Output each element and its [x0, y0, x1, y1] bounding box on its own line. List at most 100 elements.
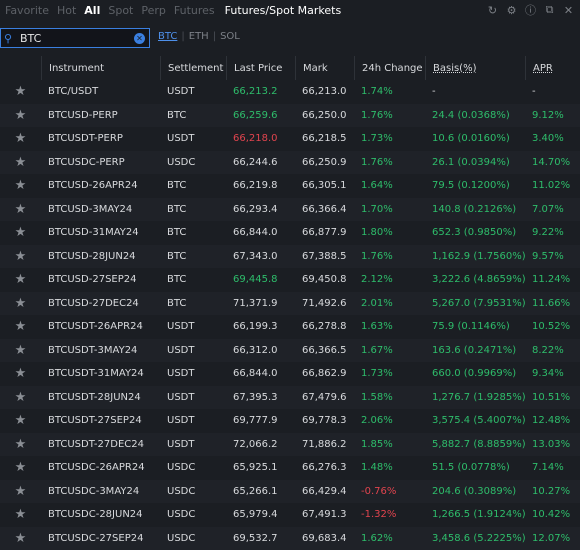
column-header-mark[interactable]: Mark [295, 56, 354, 80]
favorite-star-icon[interactable]: ★ [0, 292, 41, 316]
settlement-cell: BTC [160, 292, 226, 316]
search-box[interactable]: ⚲ ✕ [0, 28, 150, 48]
change-cell: 2.12% [354, 268, 425, 292]
last-price-cell: 66,312.0 [226, 339, 295, 363]
clear-search-icon[interactable]: ✕ [134, 33, 145, 44]
quick-filter-btc[interactable]: BTC [158, 31, 177, 42]
basis-cell: 204.6 (0.3089%) [425, 480, 525, 504]
basis-cell: 79.5 (0.1200%) [425, 174, 525, 198]
apr-cell: 9.12% [525, 104, 580, 128]
column-header-instrument[interactable]: Instrument [41, 56, 160, 80]
basis-cell: 75.9 (0.1146%) [425, 315, 525, 339]
quick-filter-sol[interactable]: SOL [220, 31, 240, 42]
favorite-star-icon[interactable]: ★ [0, 221, 41, 245]
favorite-star-icon[interactable]: ★ [0, 503, 41, 527]
basis-cell: 10.6 (0.0160%) [425, 127, 525, 151]
favorite-star-icon[interactable]: ★ [0, 362, 41, 386]
change-cell: 1.73% [354, 362, 425, 386]
favorite-star-icon[interactable]: ★ [0, 456, 41, 480]
basis-cell: 5,882.7 (8.8859%) [425, 433, 525, 457]
settlement-cell: BTC [160, 221, 226, 245]
instrument-cell: BTCUSDT-28JUN24 [41, 386, 160, 410]
basis-cell: 1,276.7 (1.9285%) [425, 386, 525, 410]
last-price-cell: 66,218.0 [226, 127, 295, 151]
apr-cell: 14.70% [525, 151, 580, 175]
close-icon[interactable]: ✕ [561, 2, 576, 18]
favorite-star-icon[interactable]: ★ [0, 245, 41, 269]
settings-icon[interactable]: ⚙ [504, 2, 519, 18]
favorite-star-icon[interactable]: ★ [0, 268, 41, 292]
favorite-star-icon[interactable]: ★ [0, 409, 41, 433]
favorite-star-icon[interactable]: ★ [0, 127, 41, 151]
settlement-cell: USDT [160, 127, 226, 151]
apr-cell: 7.14% [525, 456, 580, 480]
basis-cell: 140.8 (0.2126%) [425, 198, 525, 222]
apr-cell: 9.57% [525, 245, 580, 269]
basis-cell: 51.5 (0.0778%) [425, 456, 525, 480]
basis-cell: 24.4 (0.0368%) [425, 104, 525, 128]
change-cell: 1.64% [354, 174, 425, 198]
basis-cell: 3,222.6 (4.8659%) [425, 268, 525, 292]
tab-all[interactable]: All [80, 4, 104, 17]
favorite-star-icon[interactable]: ★ [0, 80, 41, 104]
mark-price-cell: 66,429.4 [295, 480, 354, 504]
favorite-star-icon[interactable]: ★ [0, 104, 41, 128]
search-input[interactable] [18, 32, 132, 45]
column-header-basis[interactable]: Basis(%) [425, 56, 525, 80]
basis-cell: 660.0 (0.9969%) [425, 362, 525, 386]
change-cell: 1.76% [354, 104, 425, 128]
tab-favorite[interactable]: Favorite [0, 4, 53, 17]
favorite-star-icon[interactable]: ★ [0, 315, 41, 339]
column-header-24h-change[interactable]: 24h Change [354, 56, 425, 80]
change-cell: 1.85% [354, 433, 425, 457]
change-cell: 1.48% [354, 456, 425, 480]
favorite-star-icon[interactable]: ★ [0, 339, 41, 363]
column-header-settlement[interactable]: Settlement [160, 56, 226, 80]
popout-icon[interactable]: ⧉ [542, 2, 557, 18]
apr-cell: 11.24% [525, 268, 580, 292]
quick-filter-eth[interactable]: ETH [189, 31, 209, 42]
instrument-cell: BTCUSDC-26APR24 [41, 456, 160, 480]
tab-perp[interactable]: Perp [137, 4, 170, 17]
favorite-star-icon[interactable]: ★ [0, 198, 41, 222]
favorite-star-icon[interactable]: ★ [0, 433, 41, 457]
refresh-icon[interactable]: ↻ [485, 2, 500, 18]
instrument-cell: BTCUSDT-3MAY24 [41, 339, 160, 363]
column-header-apr[interactable]: APR [525, 56, 580, 80]
instrument-cell: BTCUSDT-31MAY24 [41, 362, 160, 386]
tab-spot[interactable]: Spot [104, 4, 137, 17]
last-price-cell: 66,259.6 [226, 104, 295, 128]
info-icon[interactable]: ⓘ [523, 2, 538, 18]
favorite-star-icon[interactable]: ★ [0, 480, 41, 504]
tab-hot[interactable]: Hot [53, 4, 80, 17]
favorite-star-icon[interactable]: ★ [0, 386, 41, 410]
favorite-star-icon[interactable]: ★ [0, 174, 41, 198]
instrument-cell: BTCUSD-27DEC24 [41, 292, 160, 316]
instrument-cell: BTCUSD-28JUN24 [41, 245, 160, 269]
tab-futures[interactable]: Futures [170, 4, 219, 17]
column-header-last-price[interactable]: Last Price [226, 56, 295, 80]
favorite-star-icon[interactable]: ★ [0, 527, 41, 550]
favorite-star-icon[interactable]: ★ [0, 151, 41, 175]
